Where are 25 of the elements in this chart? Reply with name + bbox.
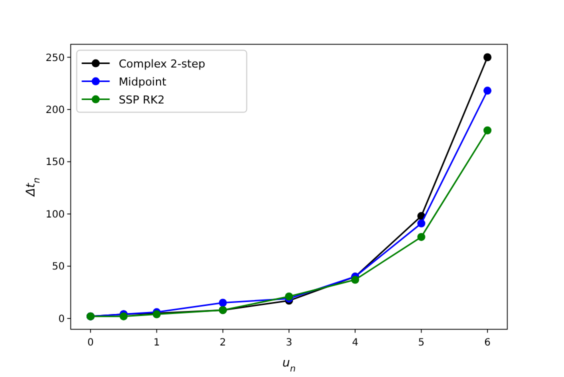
y-tick-label: 100 <box>46 209 65 220</box>
x-tick-label: 4 <box>352 337 358 348</box>
point <box>417 219 426 228</box>
x-tick-label: 3 <box>286 337 292 348</box>
y-tick-label: 0 <box>58 314 65 325</box>
point <box>483 126 492 134</box>
x-tick-label: 5 <box>418 337 424 348</box>
point <box>483 53 492 62</box>
y-tick-label: 250 <box>46 52 65 64</box>
x-tick-label: 0 <box>87 337 94 348</box>
point <box>218 298 227 307</box>
legend-label: Complex 2-step <box>118 57 206 70</box>
x-tick-label: 6 <box>484 337 491 348</box>
y-tick-label: 150 <box>46 157 65 168</box>
point <box>483 86 492 95</box>
y-tick-label: 50 <box>52 262 65 273</box>
legend-label: SSP RK2 <box>118 93 165 106</box>
point <box>351 276 360 284</box>
point <box>285 292 293 300</box>
point <box>417 232 426 241</box>
x-tick-label: 2 <box>220 337 226 348</box>
legend-label: Midpoint <box>118 75 167 88</box>
y-tick-label: 200 <box>46 104 65 116</box>
x-tick-label: 1 <box>154 337 160 348</box>
x-axis-title: u$_{n}$ <box>282 355 296 374</box>
